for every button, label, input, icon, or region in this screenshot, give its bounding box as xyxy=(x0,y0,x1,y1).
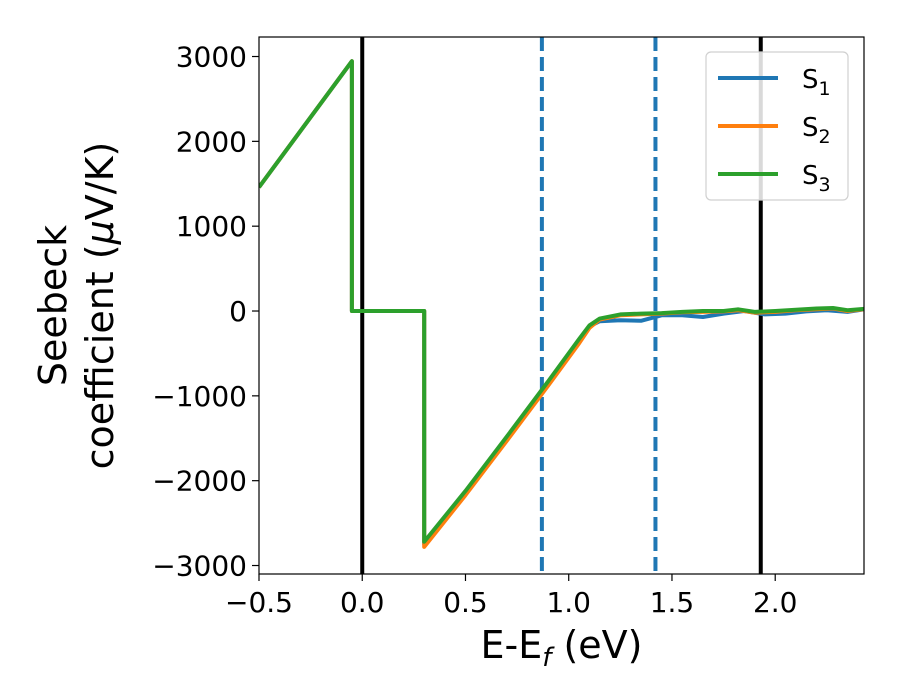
y-axis-ticks: −3000 −2000 −1000 0 1000 2000 3000 xyxy=(152,41,259,583)
y-axis-label-line1: Seebeck xyxy=(31,225,75,386)
y-tick-label: −2000 xyxy=(152,465,247,498)
x-tick-label: 0.0 xyxy=(340,586,385,619)
x-axis-label: E-Ef (eV) xyxy=(481,623,643,673)
y-axis-label: Seebeck coefficient (μV/K) xyxy=(31,142,122,470)
x-axis-ticks: −0.5 0.0 0.5 1.0 1.5 2.0 xyxy=(225,574,797,619)
x-tick-label: −0.5 xyxy=(225,586,293,619)
reference-lines xyxy=(360,37,763,574)
data-series xyxy=(259,59,864,549)
y-tick-label: 3000 xyxy=(176,41,247,74)
x-tick-label: 1.0 xyxy=(546,586,591,619)
y-tick-label: 0 xyxy=(229,295,247,328)
x-tick-label: 2.0 xyxy=(753,586,798,619)
x-tick-label: 1.5 xyxy=(650,586,695,619)
x-axis-label-unit: (eV) xyxy=(551,623,642,667)
y-tick-label: −1000 xyxy=(152,380,247,413)
y-tick-label: −3000 xyxy=(152,550,247,583)
y-tick-label: 1000 xyxy=(176,210,247,243)
series-line-s3 xyxy=(259,59,864,544)
x-tick-label: 0.5 xyxy=(443,586,488,619)
legend-label-s3: S3 xyxy=(802,161,831,196)
y-tick-label: 2000 xyxy=(176,125,247,158)
y-axis-label-line2: coefficient (μV/K) xyxy=(78,142,122,470)
plot-frame xyxy=(258,36,865,575)
